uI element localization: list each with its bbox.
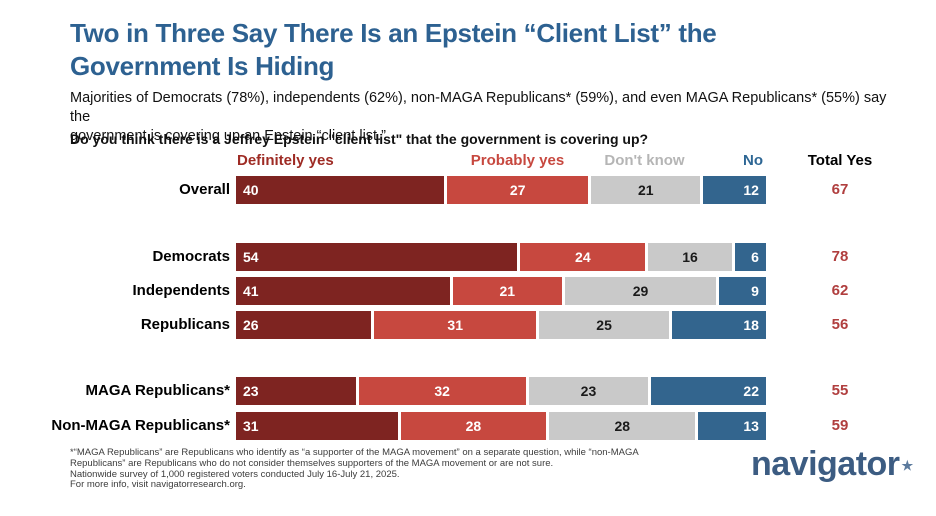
bar-segment: 31 <box>374 311 536 339</box>
bar-segment: 22 <box>651 377 766 405</box>
bar-segment: 9 <box>719 277 766 305</box>
total-yes-value: 55 <box>831 382 849 399</box>
row-label: Republicans <box>140 316 230 333</box>
col-header-no: No <box>743 152 763 169</box>
total-yes-value: 78 <box>831 248 849 265</box>
chart-subtitle-line-1: Majorities of Democrats (78%), independe… <box>70 90 887 125</box>
footnote-line-4: For more info, visit navigatorresearch.o… <box>70 479 246 491</box>
bar-stack: 26 31 25 18 <box>236 311 766 339</box>
col-header-dont-know: Don't know <box>604 152 685 169</box>
row-label: Non-MAGA Republicans* <box>51 417 230 434</box>
bar-segment: 6 <box>734 243 766 271</box>
chart-row-independents: Independents 41 21 29 9 62 <box>0 277 936 305</box>
col-header-definitely-yes: Definitely yes <box>237 152 334 169</box>
bar-segment: 23 <box>528 377 649 405</box>
bar-segment: 31 <box>236 412 398 440</box>
footnote-line-1: *“MAGA Republicans” are Republicans who … <box>70 447 639 458</box>
row-label: Independents <box>132 282 230 299</box>
bar-stack: 40 27 21 12 <box>236 176 766 204</box>
bar-segment: 27 <box>447 176 589 204</box>
bar-stack: 54 24 16 6 <box>236 243 766 271</box>
col-header-probably-yes: Probably yes <box>470 152 565 169</box>
bar-segment: 16 <box>648 243 732 271</box>
total-yes-value: 67 <box>831 181 849 198</box>
row-label: Overall <box>179 181 230 198</box>
footnote-line-2: Republicans” are Republicans who do not … <box>70 457 554 469</box>
chart-row-democrats: Democrats 54 24 16 6 78 <box>0 243 936 271</box>
total-yes-value: 59 <box>831 417 849 434</box>
survey-question: Do you think there is a Jeffrey Epstein … <box>70 131 649 147</box>
bar-segment: 21 <box>591 176 701 204</box>
footnote: *“MAGA Republicans” are Republicans who … <box>70 447 710 491</box>
col-header-total-yes: Total Yes <box>807 152 873 169</box>
bar-segment: 32 <box>358 377 526 405</box>
chart-row-maga-republicans: MAGA Republicans* 23 32 23 22 55 <box>0 377 936 405</box>
chart-title-line-2: Government Is Hiding <box>70 51 335 81</box>
bar-stack: 23 32 23 22 <box>236 377 766 405</box>
bar-segment: 18 <box>672 311 766 339</box>
bar-segment: 12 <box>703 176 766 204</box>
row-label: MAGA Republicans* <box>85 382 230 399</box>
bar-segment: 26 <box>236 311 372 339</box>
bar-segment: 40 <box>236 176 445 204</box>
navigator-logo: navigator ★ <box>751 445 913 484</box>
star-icon: ★ <box>901 458 914 473</box>
bar-segment: 21 <box>452 277 563 305</box>
bar-stack: 41 21 29 9 <box>236 277 766 305</box>
total-yes-value: 62 <box>831 282 849 299</box>
footnote-line-3: Nationwide survey of 1,000 registered vo… <box>70 468 400 480</box>
total-yes-value: 56 <box>831 316 849 333</box>
chart-row-republicans: Republicans 26 31 25 18 56 <box>0 311 936 339</box>
chart-subtitle: Majorities of Democrats (78%), independe… <box>70 89 900 146</box>
bar-segment: 28 <box>400 412 547 440</box>
bar-segment: 28 <box>549 412 696 440</box>
bar-segment: 23 <box>236 377 356 405</box>
bar-segment: 54 <box>236 243 518 271</box>
chart-subtitle-line-2: government is covering up an Epstein “cl… <box>70 128 386 144</box>
chart-row-non-maga-republicans: Non-MAGA Republicans* 31 28 28 13 59 <box>0 412 936 440</box>
chart-title: Two in Three Say There Is an Epstein “Cl… <box>70 17 870 83</box>
bar-segment: 29 <box>565 277 717 305</box>
navigator-logo-text: navigator <box>751 445 900 483</box>
bar-segment: 25 <box>538 311 670 339</box>
bar-segment: 13 <box>698 412 766 440</box>
bar-stack: 31 28 28 13 <box>236 412 766 440</box>
bar-segment: 41 <box>236 277 450 305</box>
chart-title-line-1: Two in Three Say There Is an Epstein “Cl… <box>70 18 717 48</box>
bar-segment: 24 <box>520 243 646 271</box>
row-label: Democrats <box>152 248 230 265</box>
chart-row-overall: Overall 40 27 21 12 67 <box>0 176 936 204</box>
